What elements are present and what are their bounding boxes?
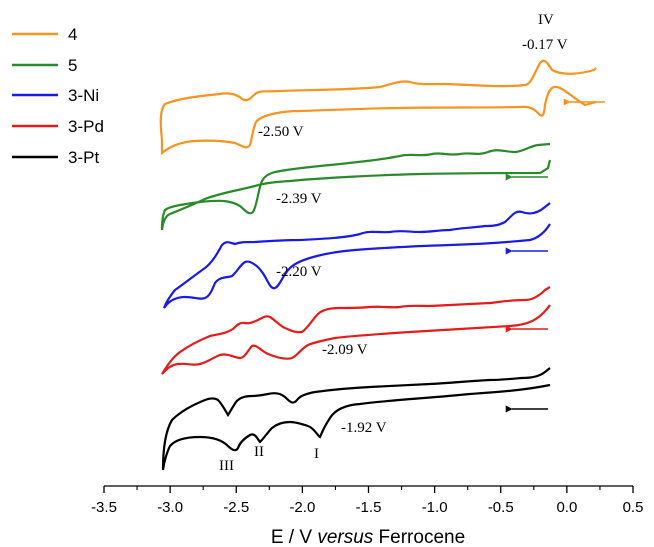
legend-label-5: 5 [68, 56, 77, 75]
annotation-4-peak: -2.50 V [258, 124, 304, 140]
legend-label-4: 4 [68, 25, 77, 44]
x-tick-label: -3.0 [157, 499, 183, 516]
cv-curves [159, 59, 597, 471]
x-tick-label: -2.0 [289, 499, 315, 516]
x-tick-label: 0.0 [556, 499, 577, 516]
x-tick-label: -1.0 [422, 499, 448, 516]
cv-curve-3-ni [162, 202, 551, 309]
x-tick-label: 0.5 [623, 499, 644, 516]
annotation-peak-II: II [254, 444, 264, 460]
legend-label-3-pt: 3-Pt [68, 148, 99, 167]
legend: 4 5 3-Ni 3-Pd 3-Pt [12, 25, 104, 167]
x-axis-title: E / V versus Ferrocene [271, 527, 465, 547]
x-axis-title-prefix: E / V [271, 527, 317, 547]
annotation-peak-I: I [314, 446, 319, 462]
annotation-3-ni-peak: -2.20 V [276, 264, 322, 280]
cv-curve-4 [159, 59, 597, 156]
x-tick-label: -2.5 [223, 499, 249, 516]
annotation-4-return-peak: -0.17 V [522, 37, 568, 53]
legend-label-3-pd: 3-Pd [68, 117, 104, 136]
legend-label-3-ni: 3-Ni [68, 86, 99, 105]
annotation-3-pt-peak: -1.92 V [341, 420, 387, 436]
peak-annotations: -2.50 V -2.39 V -2.20 V -2.09 V -1.92 V … [219, 12, 568, 474]
annotation-5-peak: -2.39 V [276, 191, 322, 207]
annotation-peak-IV: IV [538, 12, 554, 28]
x-tick-label: -0.5 [488, 499, 514, 516]
x-axis-title-suffix: Ferrocene [373, 527, 465, 547]
x-axis: -3.5 -3.0 -2.5 -2.0 -1.5 -1.0 -0.5 0.0 0.5 [91, 485, 644, 516]
cv-curve-3-pt [161, 367, 551, 471]
x-tick-label: -1.5 [356, 499, 382, 516]
annotation-peak-III: III [219, 458, 234, 474]
x-axis-title-italic: versus [317, 527, 373, 547]
scan-direction-arrows [505, 98, 605, 413]
cv-curve-3-pd [161, 286, 551, 375]
x-tick-label: -3.5 [91, 499, 117, 516]
cv-curve-5 [160, 142, 552, 231]
annotation-3-pd-peak: -2.09 V [322, 342, 368, 358]
